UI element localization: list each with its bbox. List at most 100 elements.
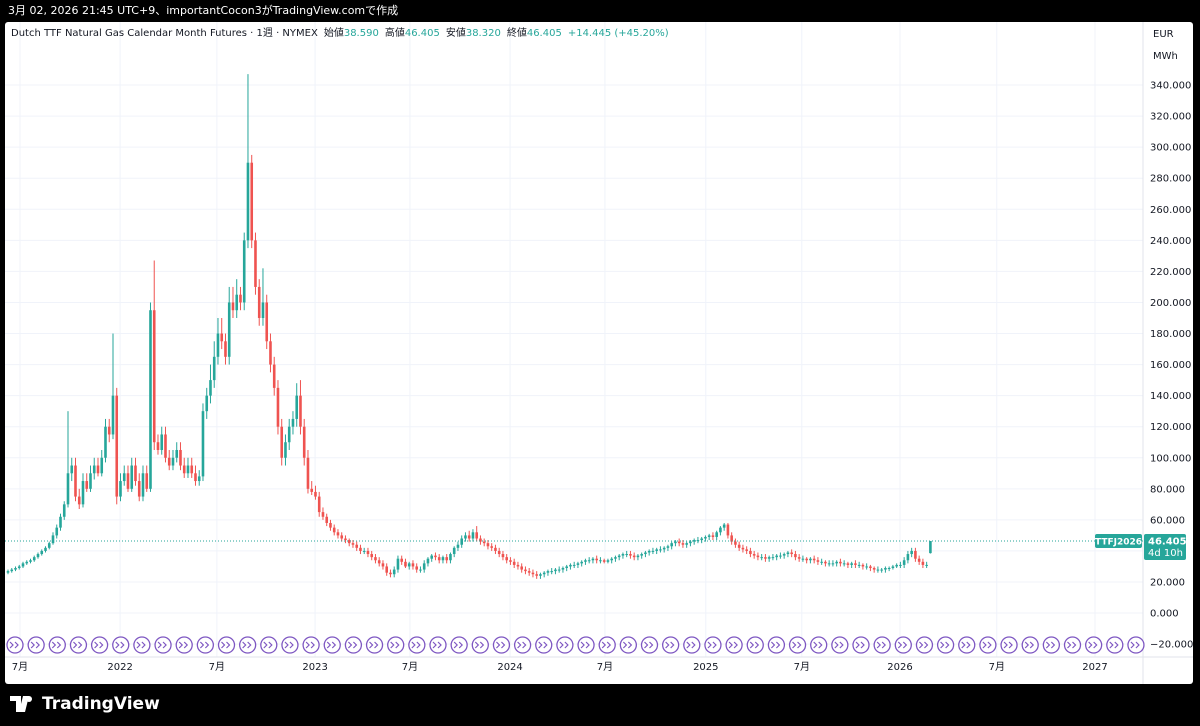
event-marker-icon bbox=[347, 641, 358, 649]
event-marker bbox=[1106, 636, 1124, 654]
event-marker-icon bbox=[686, 641, 696, 649]
candle-body bbox=[186, 465, 190, 474]
event-marker-icon bbox=[496, 641, 506, 649]
candle-body bbox=[711, 535, 715, 537]
candle-body bbox=[400, 558, 404, 562]
candle-body bbox=[160, 434, 164, 450]
event-marker-icon bbox=[284, 641, 294, 649]
candle-body bbox=[670, 543, 673, 547]
event-marker bbox=[492, 636, 511, 654]
candle-body bbox=[179, 449, 182, 466]
event-marker-circle bbox=[1000, 636, 1018, 654]
event-marker-icon bbox=[136, 641, 146, 649]
price-badge bbox=[1144, 533, 1186, 560]
candle-body bbox=[722, 524, 726, 528]
candle-body bbox=[557, 569, 561, 571]
event-marker-icon bbox=[390, 641, 400, 649]
candle-body bbox=[21, 563, 25, 567]
event-marker-circle bbox=[535, 636, 553, 654]
candle-body bbox=[220, 333, 224, 342]
candle-body bbox=[284, 442, 287, 458]
event-marker-icon bbox=[1045, 641, 1056, 649]
candle-body bbox=[479, 538, 482, 542]
event-marker-icon bbox=[369, 641, 379, 649]
candle-body bbox=[25, 561, 29, 564]
event-marker-circle bbox=[90, 636, 109, 654]
candle-body bbox=[902, 560, 906, 565]
candle-body bbox=[441, 557, 445, 561]
candle-body bbox=[580, 561, 583, 564]
currency-label: EUR bbox=[1153, 29, 1174, 40]
candle-body bbox=[107, 426, 111, 435]
event-marker-icon bbox=[855, 641, 865, 649]
event-marker-circle bbox=[492, 636, 511, 654]
event-marker bbox=[6, 636, 24, 654]
candle-body bbox=[790, 552, 793, 555]
candle-body bbox=[775, 555, 778, 558]
candle-body bbox=[32, 557, 36, 561]
event-marker bbox=[810, 636, 828, 654]
event-marker-circle bbox=[408, 636, 426, 654]
price-badge-text: 46.405 bbox=[1148, 536, 1187, 547]
candle-body bbox=[835, 561, 838, 564]
event-marker bbox=[725, 636, 743, 654]
event-marker bbox=[831, 636, 849, 654]
candle-body bbox=[839, 561, 842, 564]
candle-body bbox=[809, 558, 812, 561]
y-tick-label: 0.000 bbox=[1150, 609, 1179, 620]
x-tick-label: 7月 bbox=[597, 661, 613, 673]
x-tick-label: 2024 bbox=[497, 662, 522, 673]
y-tick-label: 220.000 bbox=[1150, 267, 1191, 278]
candle-body bbox=[190, 465, 194, 474]
candle-body bbox=[929, 540, 932, 554]
candle-body bbox=[370, 554, 374, 558]
candle-body bbox=[655, 549, 658, 551]
chart-header: Dutch TTF Natural Gas Calendar Month Fut… bbox=[11, 26, 669, 39]
candle-body bbox=[175, 449, 179, 458]
candle-body bbox=[550, 571, 553, 573]
event-marker bbox=[471, 636, 489, 654]
candle-body bbox=[224, 341, 227, 357]
event-marker bbox=[1000, 636, 1018, 654]
event-marker-circle bbox=[746, 636, 764, 654]
candle-body bbox=[6, 571, 10, 573]
event-marker bbox=[90, 636, 109, 654]
candle-body bbox=[392, 569, 396, 575]
x-tick-label: 2022 bbox=[107, 662, 132, 673]
event-marker-icon bbox=[876, 641, 886, 649]
candle-body bbox=[494, 547, 497, 551]
candle-body bbox=[812, 558, 816, 561]
candle-body bbox=[194, 473, 197, 482]
event-marker-icon bbox=[157, 641, 167, 649]
event-marker-circle bbox=[471, 636, 489, 654]
candle-body bbox=[925, 564, 928, 566]
candle-body bbox=[599, 560, 602, 562]
candle-body bbox=[501, 554, 505, 558]
candle-body bbox=[374, 557, 377, 561]
event-marker bbox=[281, 636, 299, 654]
candle-body bbox=[209, 380, 212, 396]
event-marker-circle bbox=[260, 636, 278, 654]
event-marker bbox=[429, 636, 447, 654]
candle-body bbox=[167, 457, 171, 466]
candle-body bbox=[872, 568, 876, 570]
candle-body bbox=[295, 395, 299, 419]
candle-body bbox=[816, 560, 820, 562]
event-marker bbox=[1127, 636, 1145, 654]
event-marker-circle bbox=[852, 636, 870, 654]
candle-body bbox=[899, 564, 902, 566]
candle-body bbox=[587, 560, 591, 562]
event-marker-circle bbox=[598, 636, 616, 654]
event-marker-icon bbox=[580, 641, 590, 649]
candle-body bbox=[786, 552, 790, 555]
candle-body bbox=[677, 541, 681, 544]
candle-body bbox=[782, 554, 786, 556]
candle-body bbox=[164, 434, 167, 458]
candle-body bbox=[741, 547, 745, 550]
candle-body bbox=[681, 543, 685, 545]
candle-body bbox=[606, 560, 610, 562]
event-marker-circle bbox=[217, 636, 236, 654]
event-marker-circle bbox=[936, 636, 955, 654]
chart: −20.0000.00020.00040.00060.00080.000100.… bbox=[5, 22, 1193, 684]
event-marker-icon bbox=[242, 641, 252, 649]
